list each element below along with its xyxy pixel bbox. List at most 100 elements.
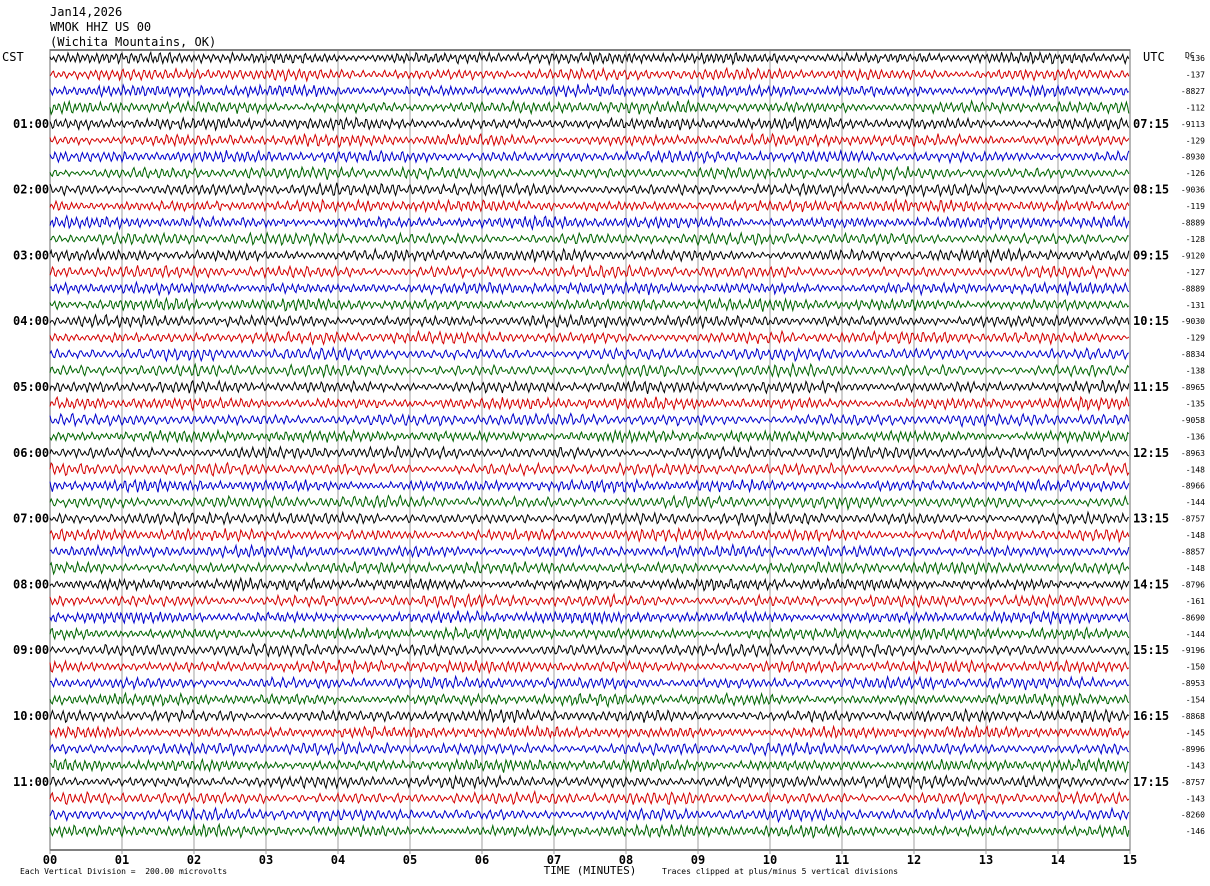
x-tick-label: 07 [547, 853, 561, 867]
x-tick-label: 15 [1123, 853, 1137, 867]
seismic-trace [49, 280, 1130, 297]
left-hour-label: 01:00 [13, 117, 49, 131]
dc-offset-label: -127 [1186, 268, 1205, 277]
left-hour-label: 09:00 [13, 643, 49, 657]
seismic-trace [49, 674, 1130, 691]
x-tick-label: 13 [979, 853, 993, 867]
dc-offset-label: -143 [1186, 761, 1205, 770]
seismic-trace [49, 346, 1129, 363]
seismic-trace [49, 691, 1130, 709]
dc-offset-label: -9058 [1181, 416, 1205, 425]
dc-offset-label: -135 [1186, 399, 1205, 408]
seismic-trace [49, 659, 1130, 675]
right-hour-label: 11:15 [1133, 380, 1169, 394]
right-hour-label: 13:15 [1133, 512, 1169, 526]
chart-station: WMOK HHZ US 00 [50, 20, 152, 34]
footer-clip-note: Traces clipped at plus/minus 5 vertical … [662, 867, 899, 876]
seismic-trace [49, 66, 1130, 83]
seismic-trace [49, 494, 1129, 511]
x-tick-label: 10 [763, 853, 777, 867]
right-hour-label: 17:15 [1133, 775, 1169, 789]
dc-offset-label: -136 [1186, 432, 1205, 441]
left-timezone-label: CST [2, 50, 24, 64]
dc-offset-label: -8796 [1181, 580, 1205, 589]
seismic-trace [49, 246, 1130, 264]
dc-offset-label: -8690 [1181, 613, 1205, 622]
seismic-trace [49, 707, 1130, 724]
right-hour-label: 12:15 [1133, 446, 1169, 460]
x-tick-label: 08 [619, 853, 633, 867]
dc-offset-label: -8757 [1181, 515, 1205, 524]
seismic-trace [49, 626, 1130, 642]
chart-date: Jan14,2026 [50, 5, 123, 19]
dc-offset-label: -9113 [1181, 120, 1205, 129]
seismic-trace [49, 165, 1130, 182]
dc-offset-label: -8857 [1181, 548, 1205, 557]
dc-offset-label: -8963 [1181, 449, 1205, 458]
dc-offset-label: -145 [1186, 728, 1205, 737]
chart-location: (Wichita Mountains, OK) [50, 35, 217, 49]
right-hour-label: 10:15 [1133, 314, 1169, 328]
left-hour-label: 03:00 [13, 248, 49, 262]
x-tick-label: 03 [259, 853, 273, 867]
seismic-trace [49, 461, 1130, 479]
seismic-trace [49, 806, 1130, 824]
seismic-trace [49, 757, 1130, 774]
seismic-trace [49, 542, 1130, 560]
seismic-trace [49, 82, 1130, 99]
left-hour-label: 10:00 [13, 709, 49, 723]
seismic-trace [49, 231, 1129, 248]
right-hour-label: 09:15 [1133, 248, 1169, 262]
dc-offset-label: -8834 [1181, 350, 1205, 359]
dc-offset-label: -146 [1186, 827, 1205, 836]
seismic-trace [49, 789, 1130, 806]
dc-offset-label: -9030 [1181, 317, 1205, 326]
seismic-trace [49, 148, 1130, 165]
dc-offset-label: -148 [1186, 531, 1205, 540]
seismic-trace [49, 592, 1130, 610]
left-hour-label: 02:00 [13, 183, 49, 197]
dc-offset-label: -148 [1186, 465, 1205, 474]
right-hour-label: 14:15 [1133, 577, 1169, 591]
seismic-trace [49, 526, 1130, 544]
seismic-trace [49, 510, 1130, 527]
dc-column-label: DC [1185, 51, 1195, 60]
right-hour-label: 16:15 [1133, 709, 1169, 723]
x-tick-label: 14 [1051, 853, 1065, 867]
seismic-trace [49, 296, 1130, 313]
left-hour-label: 05:00 [13, 380, 49, 394]
seismic-trace [49, 379, 1130, 395]
dc-offset-label: -129 [1186, 334, 1205, 343]
right-hour-label: 07:15 [1133, 117, 1169, 131]
seismic-trace [49, 98, 1130, 116]
dc-offset-label: -8953 [1181, 679, 1205, 688]
x-tick-label: 12 [907, 853, 921, 867]
seismic-trace [49, 560, 1130, 576]
dc-offset-label: -8966 [1181, 482, 1205, 491]
dc-offset-label: -8889 [1181, 219, 1205, 228]
dc-offset-label: -9036 [1181, 186, 1205, 195]
seismic-trace [49, 197, 1130, 214]
dc-offset-label: -8889 [1181, 284, 1205, 293]
seismic-trace [49, 740, 1130, 757]
dc-offset-label: -112 [1186, 103, 1205, 112]
dc-offset-label: -8965 [1181, 383, 1205, 392]
seismic-trace [49, 181, 1129, 199]
dc-offset-label: -131 [1186, 301, 1205, 310]
dc-offset-label: -154 [1186, 696, 1205, 705]
x-tick-label: 01 [115, 853, 129, 867]
dc-offset-label: -8930 [1181, 153, 1205, 162]
dc-offset-label: -161 [1186, 597, 1205, 606]
dc-offset-label: -136 [1186, 54, 1205, 63]
footer-scale-note: Each Vertical Division = 200.00 microvol… [20, 867, 228, 876]
seismic-trace [49, 132, 1130, 149]
right-timezone-label: UTC [1143, 50, 1165, 64]
seismic-trace [49, 609, 1130, 626]
dc-offset-label: -129 [1186, 136, 1205, 145]
seismic-trace [49, 428, 1130, 445]
left-hour-label: 06:00 [13, 446, 49, 460]
seismic-trace [49, 329, 1130, 346]
seismic-trace [49, 50, 1130, 67]
left-hour-label: 11:00 [13, 775, 49, 789]
